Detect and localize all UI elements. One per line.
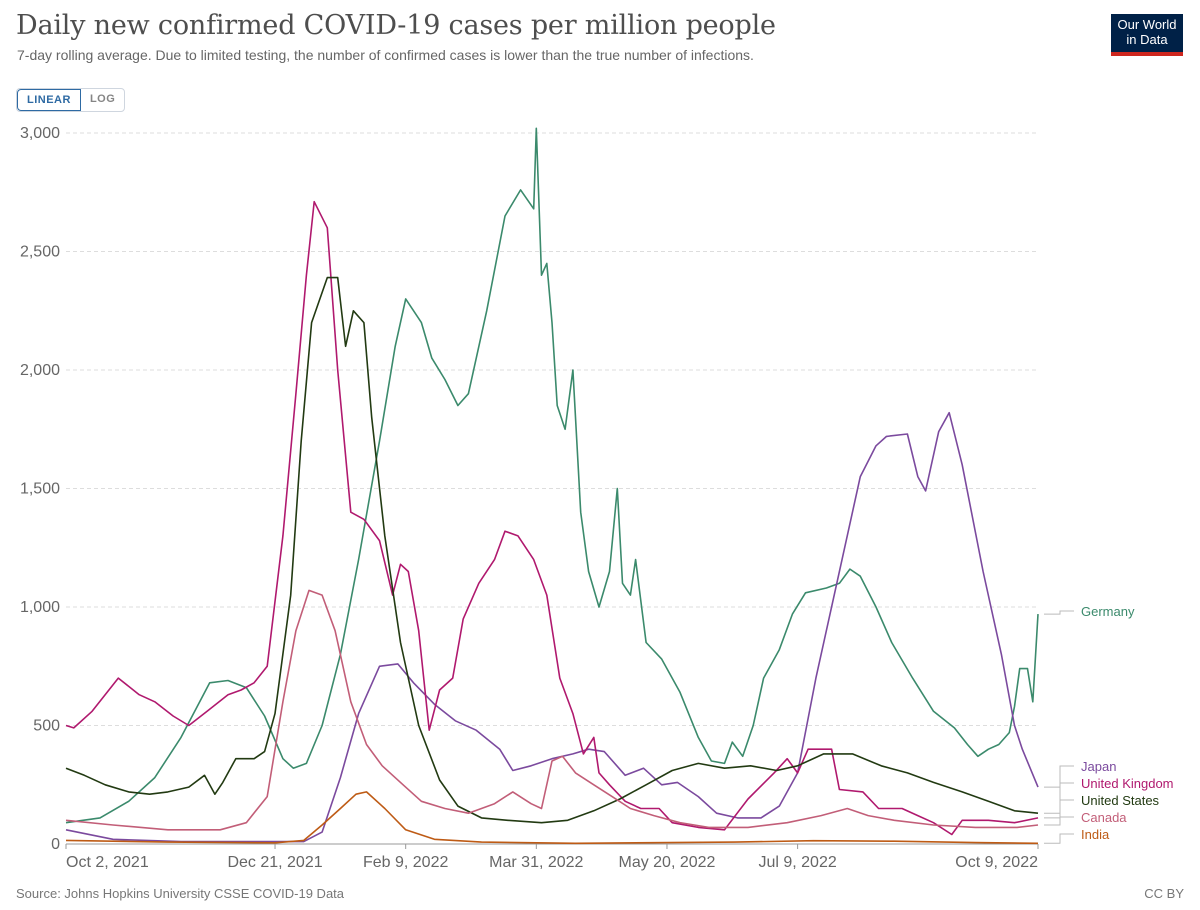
legend-label-united-states: United States: [1081, 793, 1160, 808]
scale-toggle[interactable]: LINEAR LOG: [16, 88, 126, 112]
y-tick-label: 0: [51, 836, 60, 853]
legend-label-canada: Canada: [1081, 810, 1127, 825]
linear-scale-button[interactable]: LINEAR: [17, 89, 81, 111]
x-tick-label: May 20, 2022: [618, 854, 715, 871]
logo-line-1: Our World: [1117, 17, 1177, 32]
series-line-united-states: [65, 276, 1039, 824]
chart-title: Daily new confirmed COVID-19 cases per m…: [16, 10, 776, 41]
y-tick-label: 1,000: [20, 599, 60, 616]
x-tick-label: Mar 31, 2022: [489, 854, 583, 871]
legend-leader-line: [1044, 610, 1074, 615]
x-tick-label: Jul 9, 2022: [758, 854, 836, 871]
chart-subtitle: 7-day rolling average. Due to limited te…: [17, 47, 754, 63]
series-line-united-kingdom: [65, 200, 1039, 836]
source-note[interactable]: Source: Johns Hopkins University CSSE CO…: [16, 886, 345, 901]
x-tick-label: Dec 21, 2021: [227, 854, 322, 871]
logo-line-2: in Data: [1126, 32, 1168, 47]
series-line-india: [65, 791, 1039, 845]
series-line-canada: [65, 589, 1039, 831]
y-tick-label: 2,000: [20, 362, 60, 379]
x-tick-label: Oct 2, 2021: [66, 854, 149, 871]
x-tick-label: Feb 9, 2022: [363, 854, 449, 871]
y-tick-label: 2,500: [20, 244, 60, 261]
y-tick-label: 3,000: [20, 125, 60, 142]
legend-leader-line: [1044, 816, 1074, 826]
x-tick-label: Oct 9, 2022: [955, 854, 1038, 871]
log-scale-button[interactable]: LOG: [89, 93, 116, 105]
legend-label-germany: Germany: [1081, 604, 1135, 619]
legend-label-japan: Japan: [1081, 759, 1116, 774]
legend-leader-line: [1044, 799, 1074, 814]
y-tick-label: 1,500: [20, 481, 60, 498]
owid-logo[interactable]: Our World in Data: [1111, 14, 1183, 56]
legend-label-united-kingdom: United Kingdom: [1081, 776, 1174, 791]
y-tick-label: 500: [33, 718, 60, 735]
legend-leader-line: [1044, 765, 1074, 788]
series-line-germany: [65, 127, 1039, 824]
legend-label-india: India: [1081, 827, 1110, 842]
series-line-japan: [65, 411, 1039, 843]
legend-leader-line: [1044, 833, 1074, 844]
license-label[interactable]: CC BY: [1144, 886, 1184, 901]
